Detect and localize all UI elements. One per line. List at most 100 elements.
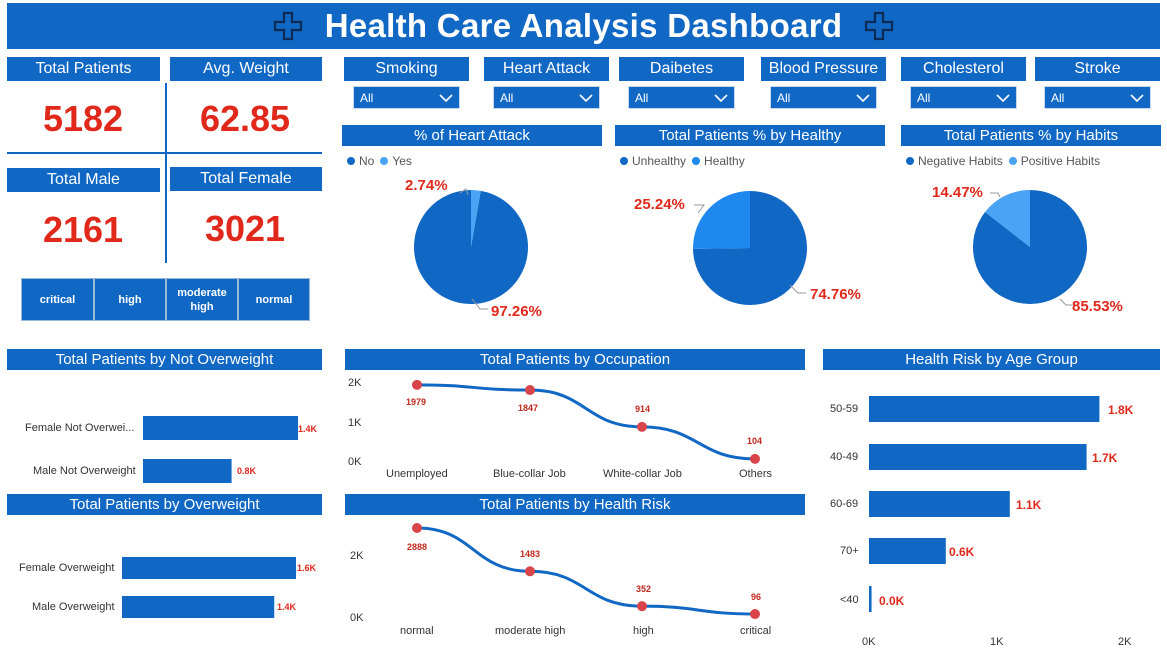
bar-female-overweight[interactable] [122,557,296,579]
data-point[interactable] [412,379,422,390]
filter-stroke-dropdown[interactable]: All [1044,86,1151,109]
filter-heart-attack-dropdown[interactable]: All [493,86,600,109]
bar-value-label: 0.0K [879,594,905,608]
bar-category-label: 60-69 [830,498,859,510]
dropdown-value: All [360,90,374,105]
risk-button-critical[interactable]: critical [21,278,94,321]
x-tick-label: 1K [990,636,1004,648]
legend-item: Healthy [692,154,745,168]
total-male-label: Total Male [7,168,160,192]
risk-button-high[interactable]: high [94,278,166,321]
health-risk-line-chart [412,523,760,620]
bar-value-label: 0.6K [949,545,975,559]
data-point[interactable] [750,609,760,620]
heart-attack-legend: No Yes [347,154,418,168]
dropdown-value: All [635,90,649,105]
risk-button-moderate-high[interactable]: moderate high [166,278,238,321]
leader-line [694,204,705,214]
heart-attack-chart-title: % of Heart Attack [342,125,602,146]
pie-slice-healthy[interactable] [693,191,750,249]
medical-cross-icon [865,11,894,41]
bar-male-not-overweight[interactable] [143,459,232,483]
pie-label-yes: 2.74% [405,177,448,194]
data-point[interactable] [637,601,647,612]
data-point[interactable] [525,385,535,396]
bar-category-label: Female Overweight [19,562,115,574]
bar-category-label: Male Not Overweight [33,465,136,477]
chevron-down-icon [856,93,870,102]
y-tick-label: 0K [348,456,362,468]
pie-label-healthy: 25.24% [634,196,685,213]
legend-item: No [347,154,374,168]
healthy-legend: Unhealthy Healthy [620,154,751,168]
x-tick-label: 0K [862,636,876,648]
bar-category-label: Female Not Overwei... [25,422,135,434]
x-category-label: Others [739,468,773,480]
pie-slice-yes[interactable] [471,190,481,247]
overweight-chart-title: Total Patients by Overweight [7,494,322,515]
point-value-label: 914 [635,404,651,414]
x-category-label: moderate high [495,625,566,637]
occupation-line [416,383,756,461]
bar-female-not-overweight[interactable] [143,416,298,440]
bar-male-overweight[interactable] [122,596,275,618]
dashboard-title-bar: Health Care Analysis Dashboard [7,3,1160,49]
filter-blood-pressure-label: Blood Pressure [761,57,886,81]
risk-button-normal[interactable]: normal [238,278,310,321]
leader-line [459,188,469,196]
avg-weight-label: Avg. Weight [170,57,322,81]
pie-label-no: 97.26% [491,303,542,320]
not-overweight-bar-chart [143,416,298,483]
bar-age-under-40[interactable] [869,586,872,612]
page-title: Health Care Analysis Dashboard [324,7,843,44]
filter-cholesterol-label: Cholesterol [901,57,1026,81]
y-tick-label: 0K [350,612,364,624]
bar-age-60-69[interactable] [869,491,1010,517]
avg-weight-value: 62.85 [199,98,291,139]
filter-smoking-dropdown[interactable]: All [353,86,460,109]
data-point[interactable] [750,453,760,464]
y-tick-label: 2K [348,377,362,389]
pie-slice-unhealthy[interactable] [693,191,807,305]
bar-category-label: 70+ [840,545,859,557]
legend-item: Positive Habits [1008,154,1100,168]
data-point[interactable] [637,421,647,432]
point-value-label: 1979 [406,397,427,407]
legend-item: Negative Habits [906,154,1003,168]
age-group-chart-title: Health Risk by Age Group [823,349,1160,370]
legend-label: Negative Habits [918,154,1003,168]
chevron-down-icon [714,93,728,102]
point-value-label: 104 [747,436,763,446]
bar-value-label: 1.6K [297,563,317,573]
filter-cholesterol-dropdown[interactable]: All [910,86,1017,109]
bar-age-70-plus[interactable] [869,538,946,564]
habits-pie-chart [973,190,1087,306]
not-overweight-chart-title: Total Patients by Not Overweight [7,349,322,370]
bar-age-50-59[interactable] [869,396,1100,422]
point-value-label: 96 [751,592,762,602]
chevron-down-icon [579,93,593,102]
healthy-chart-title: Total Patients % by Healthy [615,125,885,146]
legend-label: Healthy [704,154,745,168]
total-patients-label: Total Patients [7,57,160,81]
data-point[interactable] [412,523,422,533]
health-risk-chart-title: Total Patients by Health Risk [345,494,805,515]
total-female-label: Total Female [170,167,322,191]
bar-age-40-49[interactable] [869,444,1087,470]
pie-label-negative-habits: 85.53% [1072,298,1123,315]
health-risk-line [416,526,756,616]
kpi-divider-vertical [165,83,167,263]
data-point[interactable] [525,566,535,577]
filter-smoking-label: Smoking [344,57,469,81]
legend-label: Unhealthy [632,154,687,168]
x-category-label: normal [400,625,434,637]
legend-label: No [359,154,375,168]
dropdown-value: All [500,90,514,105]
pie-slice-positive-habits[interactable] [985,190,1030,247]
habits-chart-title: Total Patients % by Habits [901,125,1161,146]
filter-blood-pressure-dropdown[interactable]: All [770,86,877,109]
legend-item: Yes [380,154,412,168]
chevron-down-icon [996,93,1010,102]
filter-diabetes-dropdown[interactable]: All [628,86,735,109]
bar-value-label: 1.4K [298,424,318,434]
